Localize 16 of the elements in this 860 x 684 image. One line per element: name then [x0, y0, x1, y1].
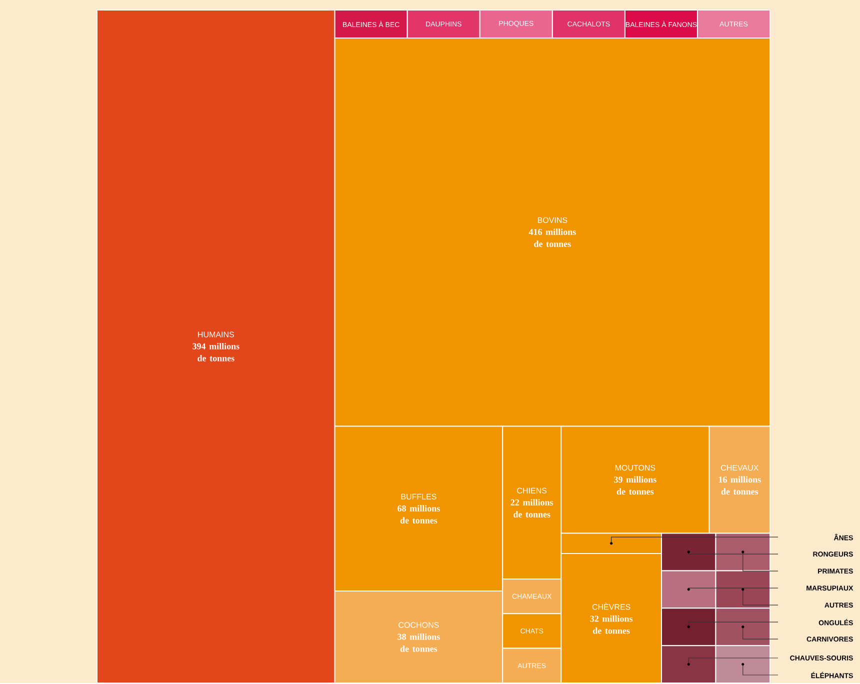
category-label: HUMAINS [198, 332, 234, 338]
data-label: 32 millions de tonnes [590, 616, 633, 634]
data-label: 416 millions de tonnes [528, 228, 576, 248]
category-label: CHEVAUX [720, 465, 758, 471]
category-label: CHIENS [517, 488, 547, 494]
data-label: 16 millions de tonnes [718, 476, 761, 495]
category-label: BOVINS [538, 218, 568, 224]
data-label: 38 millions de tonnes [398, 634, 440, 652]
data-label: 22 millions de tonnes [510, 499, 554, 518]
data-label: 39 millions de tonnes [614, 476, 656, 495]
category-label: BUFFLES [401, 494, 436, 500]
data-label: 394 millions de tonnes [192, 343, 240, 362]
category-label: MOUTONS [615, 465, 656, 471]
data-label: 68 millions de tonnes [398, 505, 440, 524]
category-label: COCHONS [398, 622, 439, 628]
category-label: CHÈVRES [592, 602, 630, 610]
